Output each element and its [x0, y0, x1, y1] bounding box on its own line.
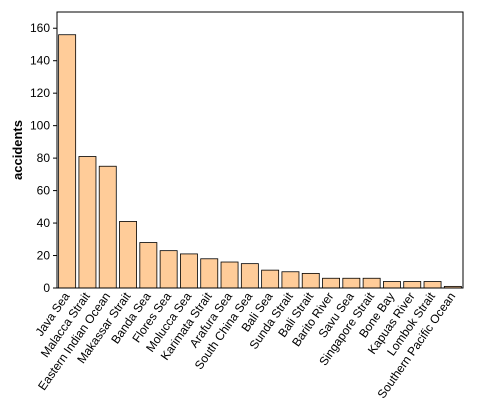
y-tick-label: 100 — [30, 119, 50, 133]
y-tick-label: 80 — [37, 151, 51, 165]
y-tick-label: 60 — [37, 184, 51, 198]
y-tick-label: 0 — [43, 281, 50, 295]
bar — [342, 277, 361, 289]
bar — [139, 242, 158, 289]
bar — [301, 272, 320, 289]
bar — [180, 253, 198, 289]
bar — [261, 269, 280, 289]
y-tick-label: 140 — [30, 54, 50, 68]
y-tick-label: 120 — [30, 86, 50, 100]
bar — [240, 263, 259, 289]
y-axis-label: accidents — [10, 120, 25, 180]
y-tick-label: 160 — [30, 21, 50, 35]
y-tick-label: 20 — [37, 249, 51, 263]
bar — [119, 221, 137, 289]
bar — [78, 156, 97, 289]
plot-frame — [56, 11, 464, 289]
bar — [383, 281, 401, 289]
bar — [98, 165, 117, 289]
bar — [281, 271, 300, 289]
y-axis-ticks: 0 20 40 60 80 100 120 140 160 — [30, 21, 57, 295]
bar — [58, 34, 77, 289]
bar — [200, 258, 219, 289]
y-tick-label: 40 — [37, 216, 51, 230]
bar — [159, 250, 178, 289]
bars — [58, 34, 462, 289]
bar — [362, 277, 381, 289]
bar — [220, 261, 239, 289]
bar — [423, 281, 442, 289]
bar — [403, 281, 422, 289]
bar — [322, 277, 340, 289]
